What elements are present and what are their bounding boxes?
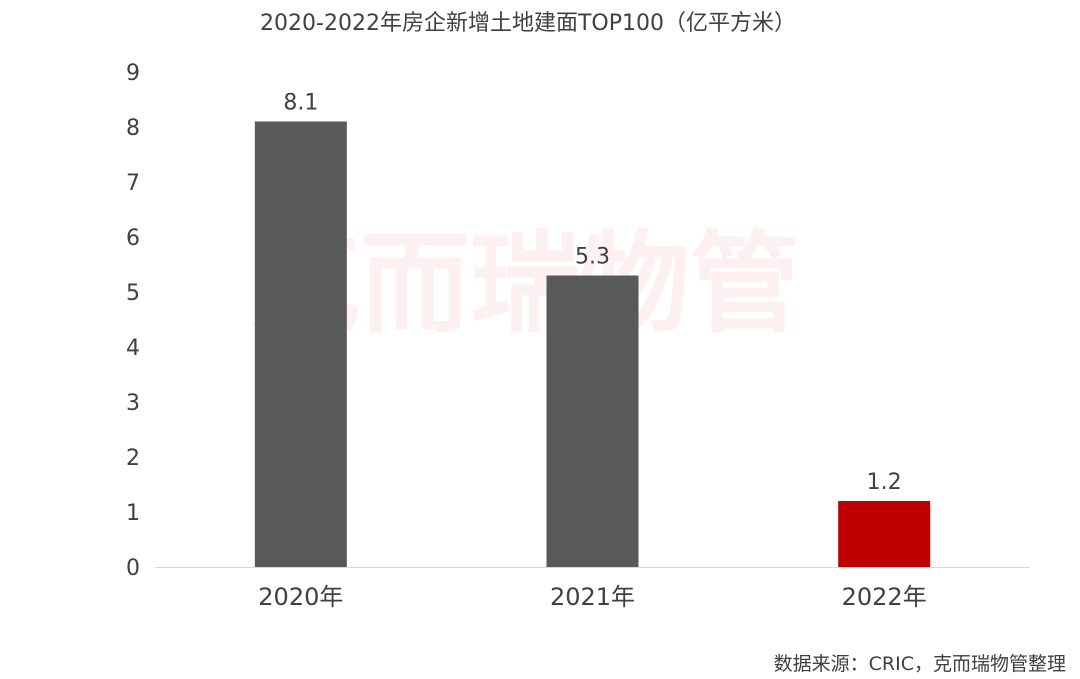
x-axis: 2020年 2021年 2022年: [155, 567, 1030, 611]
data-label: 5.3: [575, 245, 610, 270]
chart-title: 2020-2022年房企新增土地建面TOP100（亿平方米）: [260, 11, 796, 36]
source-note: 数据来源：CRIC，克而瑞物管整理: [774, 653, 1066, 675]
y-axis: 0 1 2 3 4 5 6 7 8 9: [126, 61, 140, 581]
y-tick-label: 6: [126, 226, 140, 251]
y-tick-label: 3: [126, 391, 140, 416]
y-tick-label: 8: [126, 116, 140, 141]
bars: 8.1 5.3 1.2: [254, 91, 931, 567]
x-tick-label: 2022年: [842, 583, 927, 611]
bar-2022年: [838, 501, 931, 567]
y-tick-label: 9: [126, 61, 140, 86]
y-tick-label: 0: [126, 556, 140, 581]
x-tick-label: 2020年: [258, 583, 343, 611]
bar-2021年: [546, 275, 639, 567]
y-tick-label: 2: [126, 446, 140, 471]
y-tick-label: 1: [126, 501, 140, 526]
y-tick-label: 4: [126, 336, 140, 361]
y-tick-label: 5: [126, 281, 140, 306]
x-tick-label: 2021年: [550, 583, 635, 611]
y-tick-label: 7: [126, 171, 140, 196]
data-label: 8.1: [283, 91, 318, 116]
data-label: 1.2: [867, 470, 902, 495]
bar-2020年: [254, 121, 347, 567]
